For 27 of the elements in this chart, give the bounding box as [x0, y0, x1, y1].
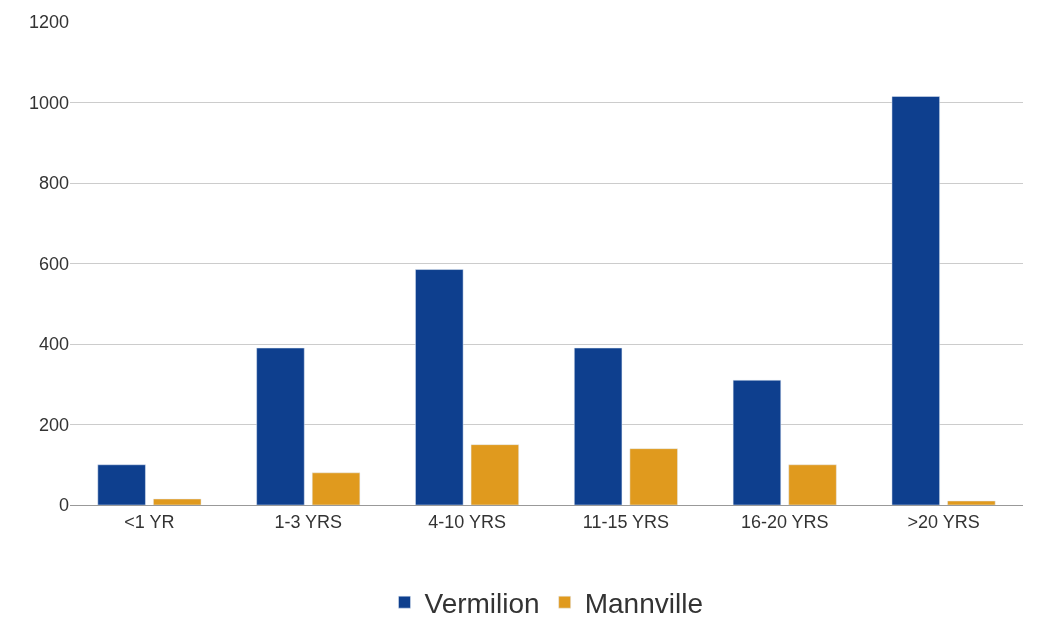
x-tick-label: 4-10 YRS	[428, 511, 506, 532]
bar	[97, 464, 146, 505]
bar	[788, 464, 837, 505]
legend-label: Vermilion	[424, 588, 540, 620]
bar	[629, 448, 678, 505]
bar	[470, 444, 519, 505]
bar	[947, 500, 996, 505]
y-tick-label: 200	[38, 414, 69, 435]
x-tick-label: 1-3 YRS	[274, 511, 343, 532]
bar	[732, 379, 782, 505]
y-tick-label: 1200	[28, 12, 69, 33]
legend-label: Mannville	[584, 588, 703, 620]
bar	[311, 472, 361, 505]
bar	[574, 347, 623, 505]
bar	[153, 498, 202, 505]
x-tick-label: <1 YR	[124, 511, 175, 532]
y-tick-label: 1000	[28, 92, 69, 113]
y-tick-label: 0	[58, 495, 69, 516]
bar	[256, 347, 305, 505]
x-tick-label: 16-20 YRS	[740, 511, 829, 532]
y-tick-label: 600	[38, 253, 69, 274]
y-tick-label: 800	[38, 173, 69, 194]
bar	[415, 269, 464, 505]
y-tick-label: 400	[38, 334, 69, 355]
x-tick-label: >20 YRS	[907, 511, 980, 532]
bar	[891, 96, 940, 505]
x-tick-label: 11-15 YRS	[582, 511, 670, 532]
